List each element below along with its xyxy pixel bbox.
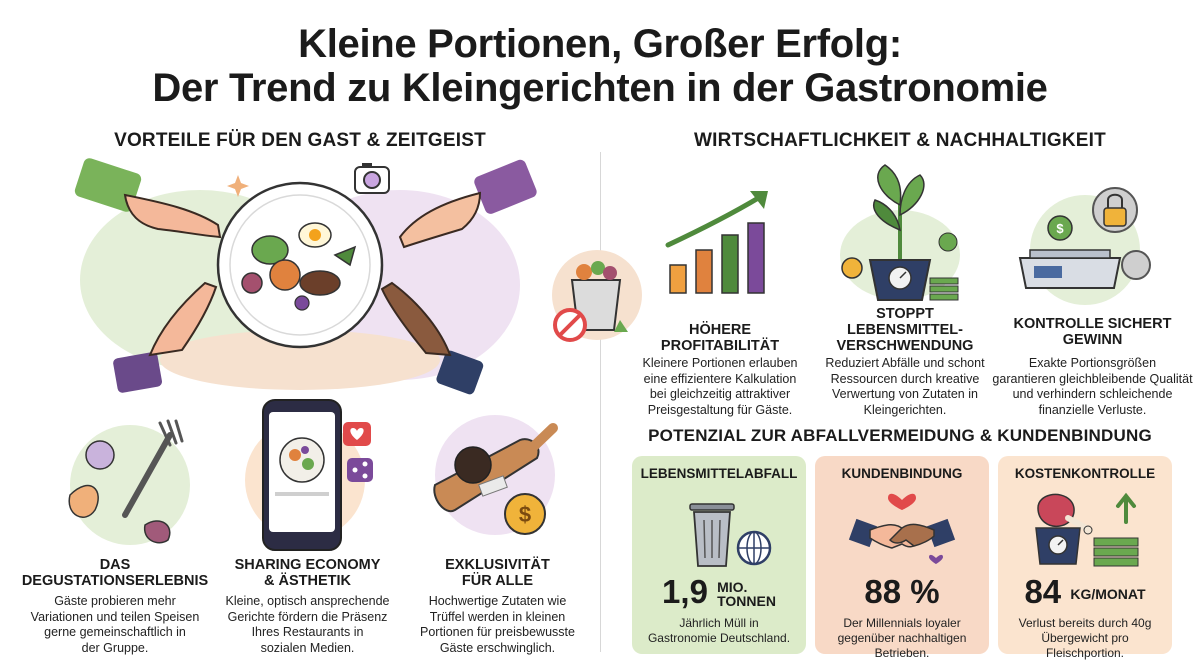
right-section-heading: WIRTSCHAFTLICHKEIT & NACHHALTIGKEIT: [694, 130, 1106, 151]
stat-card-label: KOSTENKONTROLLE: [1014, 466, 1156, 481]
meat-scale-money-icon: [1035, 492, 1139, 567]
feature-waste-title-2: LEBENSMITTEL-: [847, 322, 963, 338]
growth-chart-icon: [665, 191, 768, 294]
left-section-heading: VORTEILE FÜR DEN GAST & ZEITGEIST: [114, 130, 486, 151]
feature-exclusivity-title-2: FÜR ALLE: [461, 573, 534, 589]
feature-waste-desc: Reduziert Abfälle und schont Ressourcen …: [825, 356, 985, 417]
feature-degustation-title-2: DEGUSTATIONSERLEBNIS: [21, 573, 209, 589]
feature-degustation-desc: Gäste probieren mehr Variationen und tei…: [30, 594, 200, 655]
feature-profit-title-1: HÖHERE: [688, 322, 752, 338]
feature-waste-title-3: VERSCHWENDUNG: [836, 338, 974, 354]
feature-sharing-desc: Kleine, optisch ansprechende Gerichte fö…: [225, 594, 390, 655]
truffle-board-icon: $: [433, 415, 558, 535]
stat-card-desc: Jährlich Müll in Gastronomie Deutschland…: [647, 616, 791, 645]
stat-card-value: 84 KG/MONAT: [1024, 573, 1146, 610]
stat-card-label: KUNDENBINDUNG: [841, 466, 963, 481]
feature-exclusivity-title-1: EXKLUSIVITÄT: [445, 557, 550, 573]
stat-card-cost-control: KOSTENKONTROLLE 84 KG/MONAT Verlust bere…: [998, 456, 1172, 660]
feature-control-title-2: GEWINN: [1062, 332, 1123, 348]
smartphone-social-icon: [245, 399, 373, 551]
stat-card-desc: Verlust bereits durch 40g Übergewicht pr…: [1018, 616, 1152, 660]
hero-sharing-plate-illustration: [74, 158, 537, 395]
plant-scale-icon: [840, 164, 960, 301]
feature-waste-title-1: STOPPT: [876, 306, 934, 322]
svg-text:$: $: [519, 502, 531, 527]
fork-spoon-icon: [68, 419, 190, 545]
stat-card-value: 88 %: [864, 573, 940, 610]
section-divider: [600, 152, 601, 652]
feature-sharing-title-1: SHARING ECONOMY: [234, 557, 381, 573]
page-title-line-1: Kleine Portionen, Großer Erfolg:: [298, 22, 902, 66]
stat-card-customer-loyalty: KUNDENBINDUNG 88 % Der Millennials loyal…: [815, 456, 989, 660]
scale-lock-gear-icon: $: [1018, 187, 1151, 305]
recycle-bin-icon: [552, 250, 642, 342]
feature-exclusivity-desc: Hochwertige Zutaten wie Trüffel werden i…: [420, 594, 575, 655]
svg-text:$: $: [1056, 221, 1064, 236]
page-title-line-2: Der Trend zu Kleingerichten in der Gastr…: [152, 66, 1048, 110]
feature-sharing-title-2: & ÄSTHETIK: [264, 573, 351, 589]
feature-degustation-title-1: DAS: [99, 557, 131, 573]
stat-card-food-waste: LEBENSMITTELABFALL 1,9 MIO. TONNEN Jährl…: [632, 456, 806, 654]
feature-control-desc: Exakte Portionsgrößen garantieren gleich…: [992, 356, 1193, 417]
trash-globe-icon: [689, 503, 772, 567]
stat-card-desc: Der Millennials loyaler gegenüber nachha…: [837, 616, 967, 660]
handshake-heart-icon: [848, 493, 956, 564]
stat-card-label: LEBENSMITTELABFALL: [640, 466, 798, 481]
stat-card-value: 1,9 MIO. TONNEN: [662, 573, 776, 610]
feature-profit-title-2: PROFITABILITÄT: [660, 338, 780, 354]
potential-heading: POTENZIAL ZUR ABFALLVERMEIDUNG & KUNDENB…: [648, 426, 1152, 445]
feature-profit-desc: Kleinere Portionen erlauben eine effizie…: [642, 356, 798, 417]
feature-control-title-1: KONTROLLE SICHERT: [1013, 316, 1172, 332]
